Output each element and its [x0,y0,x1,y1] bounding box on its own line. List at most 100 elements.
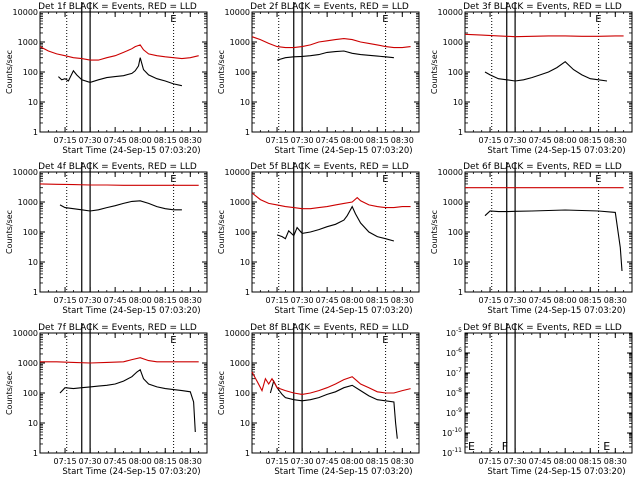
y-tick-label: 10 [28,258,38,267]
x-tick-label: 08:15 [154,457,177,466]
panel-title: Det 8f BLACK = Events, RED = LLD [250,323,409,333]
x-tick-label: 07:15 [266,136,289,145]
y-tick-label: 10-7 [446,367,462,378]
x-tick-label: 08:00 [341,457,364,466]
y-tick-label: 10 [453,258,463,267]
event-marker-label: E [595,14,601,25]
x-tick-label: 07:15 [54,296,77,305]
panel-title: Det 1f BLACK = Events, RED = LLD [38,2,197,12]
x-axis-label: Start Time (24-Sep-15 07:03:20) [274,467,412,477]
series-line-events [484,209,623,272]
y-axis-label: Counts/sec [430,210,439,254]
series-line-lld [251,36,411,49]
y-tick-label: 1000 [230,359,250,368]
x-axis-label: Start Time (24-Sep-15 07:03:20) [274,306,412,316]
x-tick-label: 08:30 [604,136,627,145]
x-tick-label: 08:00 [129,457,152,466]
x-tick-label: 07:15 [54,457,77,466]
x-tick-label: 08:15 [579,136,602,145]
series-line-events [276,205,395,242]
x-axis-label: Start Time (24-Sep-15 07:03:20) [62,467,200,477]
x-tick-label: 07:45 [316,457,339,466]
plot-frame [39,332,208,454]
x-tick-label: 08:15 [366,296,389,305]
panel-title: Det 4f BLACK = Events, RED = LLD [38,162,197,172]
detector-panel-6: Det 6f BLACK = Events, RED = LLD 1 10 100 10… [430,162,633,316]
event-marker-label: E [603,440,610,453]
x-tick-label: 08:30 [179,136,202,145]
y-tick-label: 1000 [18,38,38,47]
y-tick-label: 10 [28,98,38,107]
y-axis-label: Counts/sec [5,371,14,415]
y-tick-label: 10 [28,419,38,428]
x-tick-label: 08:00 [129,136,152,145]
x-tick-label: 07:45 [529,457,552,466]
plot-frame [251,171,420,293]
series-line-events [59,368,196,433]
detector-panel-5: Det 5f BLACK = Events, RED = LLD 1 10 100 10… [217,162,420,316]
x-tick-label: 08:15 [154,136,177,145]
x-tick-label: 07:15 [479,457,502,466]
y-tick-label: 1 [245,128,250,137]
y-tick-label: 1 [245,449,250,458]
panel-title: Det 6f BLACK = Events, RED = LLD [463,162,622,172]
x-axis-label: Start Time (24-Sep-15 07:03:20) [62,306,200,316]
x-tick-label: 07:30 [504,296,527,305]
y-axis-label: Counts/sec [5,210,14,254]
y-tick-label: 1000 [18,198,38,207]
x-tick-label: 07:45 [316,136,339,145]
x-tick-label: 07:45 [104,136,127,145]
y-tick-label: 10 [240,258,250,267]
x-tick-label: 08:15 [579,296,602,305]
y-tick-label: 1000 [230,198,250,207]
y-tick-label: 100 [23,68,38,77]
x-tick-label: 07:15 [479,296,502,305]
x-tick-label: 07:15 [54,136,77,145]
x-axis-label: Start Time (24-Sep-15 07:03:20) [487,146,625,156]
panel-title: Det 3f BLACK = Events, RED = LLD [463,2,622,12]
x-tick-label: 08:15 [154,296,177,305]
x-axis-label: Start Time (24-Sep-15 07:03:20) [274,146,412,156]
y-axis-label: Counts/sec [217,371,226,415]
plot-frame [464,332,633,454]
y-tick-label: 1 [33,449,38,458]
event-marker-label: F [502,440,508,453]
x-tick-label: 07:45 [529,296,552,305]
y-tick-label: 10 [240,98,250,107]
series-line-events [58,57,183,87]
x-tick-label: 07:15 [266,457,289,466]
y-tick-label: 10-5 [446,327,462,338]
detector-panel-2: Det 2f BLACK = Events, RED = LLD 1 10 100 10… [217,2,420,156]
y-tick-label: 10-9 [446,407,462,418]
x-tick-label: 08:30 [179,457,202,466]
y-tick-label: 10000 [225,168,250,177]
x-tick-label: 07:30 [79,296,102,305]
x-tick-label: 07:15 [479,136,502,145]
event-marker-label: E [382,335,388,346]
y-tick-label: 10000 [225,8,250,17]
panel-title: Det 7f BLACK = Events, RED = LLD [38,323,197,333]
x-tick-label: 08:00 [554,136,577,145]
y-tick-label: 10000 [438,168,463,177]
series-line-events [484,60,608,82]
y-tick-label: 1 [458,288,463,297]
x-tick-label: 08:15 [366,457,389,466]
series-line-lld [251,371,411,395]
panel-title: Det 9f BLACK = Events, RED = LLD [463,323,622,333]
y-tick-label: 10-6 [446,347,462,358]
y-tick-label: 10000 [438,8,463,17]
y-tick-label: 10000 [13,168,38,177]
y-tick-label: 100 [235,68,250,77]
y-tick-label: 10 [453,98,463,107]
y-tick-label: 10000 [13,8,38,17]
detector-panel-7: Det 7f BLACK = Events, RED = LLD 1 10 100 10… [5,323,208,477]
y-tick-label: 1 [33,128,38,137]
x-tick-label: 08:00 [554,457,577,466]
x-tick-label: 07:45 [104,457,127,466]
x-tick-label: 08:30 [604,457,627,466]
x-tick-label: 08:00 [341,296,364,305]
y-tick-label: 10-10 [442,427,462,438]
plot-frame [39,11,208,133]
event-marker-label: E [170,335,176,346]
